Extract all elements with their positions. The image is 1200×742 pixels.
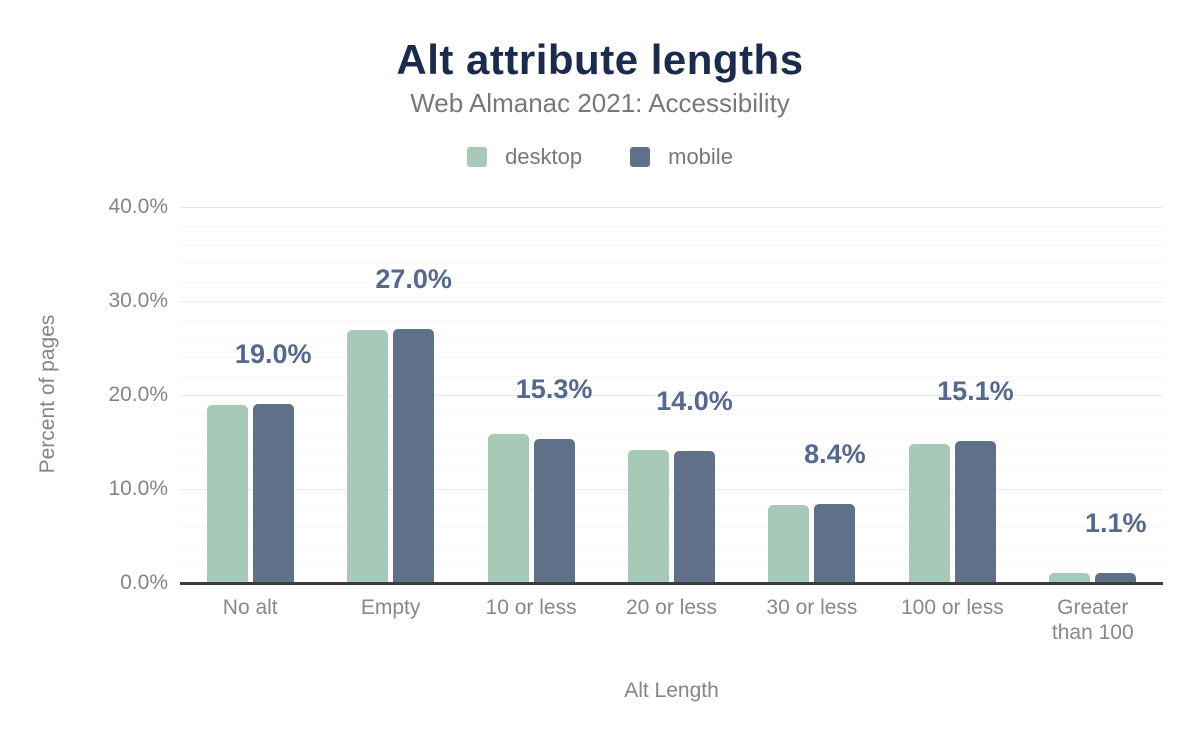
- gridline-major: [180, 489, 1163, 490]
- x-tick-label: 20 or less: [625, 596, 718, 619]
- chart-subtitle: Web Almanac 2021: Accessibility: [410, 88, 790, 118]
- bar-value-label: 15.3%: [515, 374, 593, 405]
- x-tick-label: 10 or less: [485, 596, 577, 619]
- y-tick-label: 10.0%: [108, 477, 168, 500]
- gridline-minor: [180, 376, 1163, 378]
- legend-item-mobile[interactable]: mobile: [630, 144, 733, 170]
- gridline-minor: [180, 451, 1163, 453]
- bar-desktop[interactable]: [206, 405, 248, 583]
- gridline-minor: [180, 432, 1163, 434]
- x-tick-label: No alt: [222, 596, 278, 619]
- bar-mobile[interactable]: [393, 329, 435, 583]
- legend-label-desktop: desktop: [505, 144, 583, 169]
- bar-value-label: 19.0%: [234, 339, 312, 370]
- bar-mobile[interactable]: [252, 404, 294, 583]
- gridline-major: [180, 301, 1163, 302]
- x-axis-line: [180, 582, 1163, 585]
- gridline-minor: [180, 319, 1163, 321]
- y-axis-title: Percent of pages: [36, 314, 59, 474]
- gridline-minor: [180, 225, 1163, 227]
- gridline-major: [180, 207, 1163, 208]
- bar-desktop[interactable]: [628, 450, 669, 583]
- y-tick-label: 0.0%: [120, 571, 168, 594]
- bar-value-label: 1.1%: [1085, 507, 1147, 538]
- bar-value-label: 14.0%: [656, 386, 733, 417]
- gridline-minor: [180, 282, 1163, 284]
- y-tick-label: 20.0%: [108, 383, 168, 406]
- y-tick-label: 30.0%: [108, 289, 168, 312]
- bar-value-label: 15.1%: [937, 376, 1014, 407]
- bar-value-label: 8.4%: [804, 439, 866, 470]
- desktop-swatch-icon: [467, 147, 488, 167]
- bar-mobile[interactable]: [533, 439, 575, 583]
- bar-desktop[interactable]: [1049, 572, 1091, 583]
- chart-title: Alt attribute lengths: [396, 36, 804, 83]
- gridline-minor: [180, 244, 1163, 246]
- x-tick-label: 30 or less: [766, 596, 858, 619]
- x-tick-label: 100 or less: [900, 596, 1004, 619]
- x-axis-title: Alt Length: [624, 679, 719, 702]
- bar-desktop[interactable]: [908, 443, 950, 583]
- bar-mobile[interactable]: [954, 441, 996, 583]
- x-tick-label: Greater than 100: [1051, 596, 1134, 644]
- x-tick-label: Empty: [360, 596, 421, 619]
- gridline-minor: [180, 470, 1163, 472]
- gridline-minor: [180, 263, 1163, 265]
- gridline-minor: [180, 507, 1163, 509]
- bar-mobile[interactable]: [1095, 572, 1137, 583]
- gridline-minor: [180, 545, 1163, 547]
- gridline-minor: [180, 357, 1163, 359]
- bar-mobile[interactable]: [674, 451, 715, 583]
- legend-item-desktop[interactable]: desktop: [467, 144, 582, 170]
- bar-desktop[interactable]: [347, 330, 389, 583]
- bar-value-label: 27.0%: [375, 264, 452, 295]
- bar-mobile[interactable]: [814, 504, 856, 583]
- legend-label-mobile: mobile: [668, 144, 733, 169]
- gridline-minor: [180, 526, 1163, 528]
- gridline-minor: [180, 338, 1163, 340]
- y-tick-label: 40.0%: [108, 195, 168, 218]
- bar-desktop[interactable]: [768, 504, 810, 583]
- bar-desktop[interactable]: [487, 433, 529, 583]
- legend: desktop mobile: [0, 144, 1200, 170]
- gridline-major: [180, 395, 1163, 396]
- gridline-minor: [180, 564, 1163, 566]
- gridline-minor: [180, 413, 1163, 415]
- mobile-swatch-icon: [630, 147, 651, 167]
